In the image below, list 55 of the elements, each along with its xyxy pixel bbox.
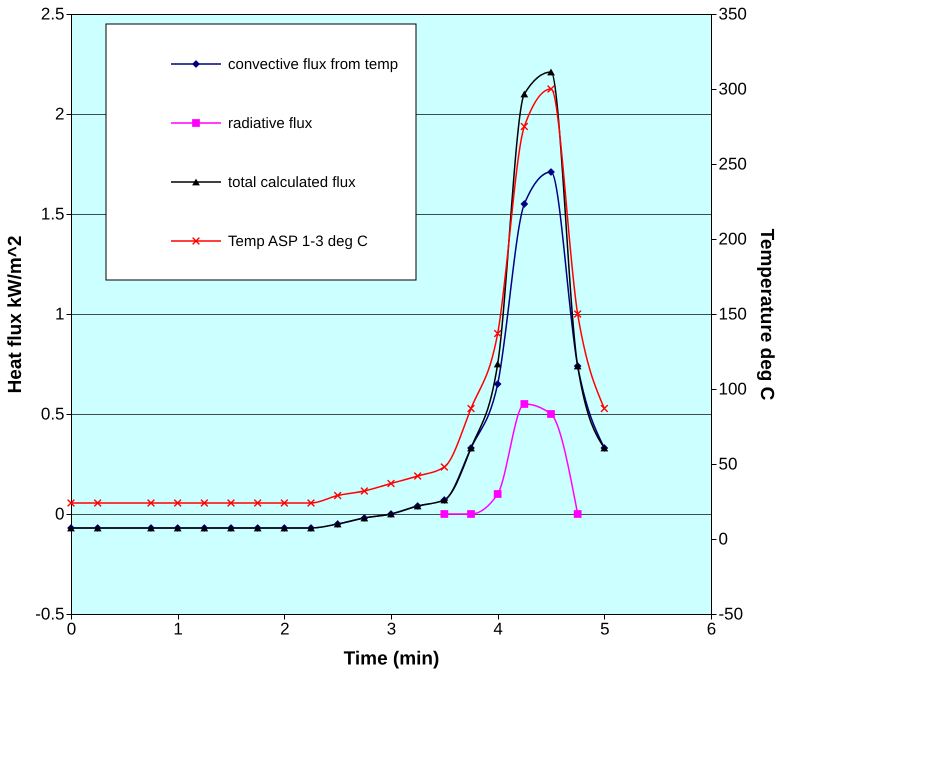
point xyxy=(280,499,288,507)
y-tick-label: 0 xyxy=(55,504,64,524)
y-tick-label: -0.5 xyxy=(35,604,64,624)
y2-tick-label: 300 xyxy=(718,80,747,98)
y2-tick-label: 200 xyxy=(718,230,747,248)
point xyxy=(494,360,502,368)
point xyxy=(574,310,582,318)
point xyxy=(200,499,208,507)
point xyxy=(574,510,582,518)
y2-tick-label: 250 xyxy=(718,154,747,174)
point xyxy=(494,380,502,388)
point xyxy=(520,90,528,98)
point xyxy=(520,122,528,130)
legend-label: Temp ASP 1-3 deg C xyxy=(228,233,368,250)
y-tick-label: 2 xyxy=(55,104,64,124)
y-tick-label: 1 xyxy=(55,304,64,324)
y2-tick-label: 150 xyxy=(718,304,747,324)
legend-label: convective flux from temp xyxy=(228,56,398,73)
point xyxy=(174,499,182,507)
y-axis-title: Heat flux kW/m^2 xyxy=(5,236,26,394)
point xyxy=(547,68,555,76)
point xyxy=(334,492,342,500)
legend-label: total calculated flux xyxy=(228,174,356,191)
point xyxy=(467,510,475,518)
y-tick-label: 2.5 xyxy=(40,4,64,24)
y2-tick-label: 0 xyxy=(718,530,728,548)
y2-tick-label: 100 xyxy=(718,380,747,398)
point xyxy=(440,510,448,518)
point xyxy=(414,472,422,480)
point xyxy=(360,487,368,495)
point xyxy=(254,499,262,507)
point xyxy=(494,330,502,338)
point xyxy=(600,404,608,412)
x-tick-label: 6 xyxy=(706,620,716,638)
y2-tick-label: -50 xyxy=(718,604,744,624)
y2-tick-label: 50 xyxy=(718,454,738,474)
y2-tick-label: 350 xyxy=(718,4,747,24)
y-tick-label: 1.5 xyxy=(40,204,64,224)
point xyxy=(440,463,448,471)
x-tick-label: 3 xyxy=(386,620,396,638)
x-tick-label: 5 xyxy=(600,620,610,638)
point xyxy=(547,410,555,418)
x-tick-label: 4 xyxy=(493,620,503,638)
y-tick-label: 0.5 xyxy=(40,404,64,424)
point xyxy=(94,499,102,507)
point xyxy=(547,168,555,176)
y2-axis-title: Temperature deg C xyxy=(756,228,777,401)
point xyxy=(494,490,502,498)
point xyxy=(520,400,528,408)
x-axis-title: Time (min) xyxy=(344,648,440,670)
x-tick-label: 1 xyxy=(173,620,183,638)
point xyxy=(520,200,528,208)
x-tick-label: 0 xyxy=(66,620,76,638)
x-tick-label: 2 xyxy=(280,620,290,638)
legend-label: radiative flux xyxy=(228,115,313,132)
